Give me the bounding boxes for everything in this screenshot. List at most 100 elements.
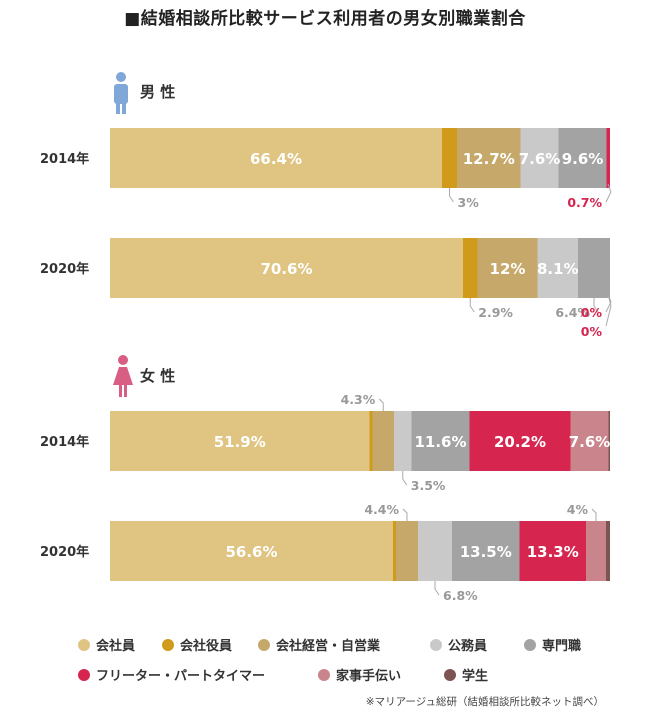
leader-line [469, 298, 475, 313]
data-label: 12% [490, 260, 526, 278]
bar-segment [372, 411, 394, 471]
footnote: ※マリアージュ総研（結婚相談所比較ネット調べ） [365, 696, 604, 708]
data-label: 8.1% [537, 260, 579, 278]
female-dress [113, 367, 133, 385]
leader-line [593, 298, 599, 313]
legend-label: 学生 [462, 668, 488, 684]
leader-line [402, 508, 408, 521]
legend-swatch [430, 639, 442, 651]
male-leg-right [122, 102, 126, 114]
male-leg-left [116, 102, 120, 114]
row-label: 2020年 [40, 261, 89, 277]
legend-item: 会社役員 [162, 638, 232, 654]
leader-line [605, 183, 612, 203]
bar-segment [608, 411, 610, 471]
male-head [116, 72, 126, 82]
row-label: 2020年 [40, 544, 89, 560]
data-label: 13.5% [460, 543, 512, 561]
bar-segment [110, 411, 370, 471]
data-label: 0% [581, 305, 603, 320]
legend-label: フリーター・パートタイマー [96, 669, 265, 684]
legend-label: 家事手伝い [336, 668, 401, 684]
data-label: 4.3% [341, 392, 376, 407]
legend-item: フリーター・パートタイマー [78, 669, 265, 684]
legend-item: 専門職 [524, 638, 581, 654]
bar-segment [396, 521, 418, 581]
female-head [118, 355, 128, 365]
bar-segment [586, 521, 606, 581]
bar-row: 2014年 51.9% 11.6% 20.2% 7.6% 4.3% 3.5% [40, 392, 610, 493]
bar-row: 2020年 56.6% 13.5% 13.3% 4.4% 6.8% 4% [40, 502, 610, 603]
data-label: 66.4% [250, 150, 302, 168]
bar-segment [110, 128, 442, 188]
bar-segment [110, 238, 463, 298]
data-label: 6.4% [555, 305, 590, 320]
row-label: 2014年 [40, 151, 89, 167]
bar-segment [411, 411, 470, 471]
legend-swatch [318, 669, 330, 681]
bar-segment [369, 411, 373, 471]
legend-swatch [78, 669, 90, 681]
data-label: 3.5% [411, 478, 446, 493]
leader-line [605, 293, 612, 327]
legend-swatch [524, 639, 536, 651]
female-leg-right [124, 385, 127, 397]
leader-line [402, 471, 408, 486]
leader-line [434, 581, 440, 596]
bar-segment [457, 128, 521, 188]
data-label: 51.9% [214, 433, 266, 451]
data-label: 4.4% [364, 502, 399, 517]
legend-label: 専門職 [542, 638, 581, 654]
legend-swatch [444, 669, 456, 681]
leader-line [591, 508, 597, 521]
bar-segment [394, 411, 412, 471]
chart-title: ■結婚相談所比較サービス利用者の男女別職業割合 [124, 9, 526, 29]
data-label: 70.6% [260, 260, 312, 278]
bar-segment [463, 238, 478, 298]
data-label: 9.6% [562, 150, 604, 168]
data-label: 7.6% [569, 433, 611, 451]
bar-segment [469, 411, 571, 471]
bar-segment [110, 521, 393, 581]
bar-segment [570, 411, 609, 471]
leader-line [449, 188, 454, 203]
bar-segment [519, 521, 586, 581]
male-body [114, 84, 128, 104]
data-label: 7.6% [519, 150, 561, 168]
group-label: 男 性 [140, 83, 175, 101]
legend-swatch [258, 639, 270, 651]
bar-segment [520, 128, 559, 188]
legend-label: 会社役員 [180, 638, 232, 654]
bar-segment [418, 521, 452, 581]
data-label: 3% [458, 195, 480, 210]
row-label: 2014年 [40, 434, 89, 450]
legend-swatch [78, 639, 90, 651]
legend-item: 学生 [444, 668, 488, 684]
bar-segment [606, 128, 610, 188]
data-label: 0% [581, 324, 603, 339]
legend-label: 会社経営・自営業 [276, 638, 381, 654]
bar-segment [558, 128, 607, 188]
data-label: 2.9% [478, 305, 513, 320]
bar-segment [606, 521, 610, 581]
group-label: 女 性 [140, 367, 175, 385]
leader-line [378, 398, 384, 411]
bar-segment [393, 521, 396, 581]
female-leg-left [119, 385, 122, 397]
data-label: 56.6% [225, 543, 277, 561]
data-label: 11.6% [414, 433, 466, 451]
legend-item: 家事手伝い [318, 668, 401, 684]
bar-segment [578, 238, 610, 298]
data-label: 12.7% [463, 150, 515, 168]
data-label: 20.2% [494, 433, 546, 451]
data-label: 0.7% [567, 195, 602, 210]
male-person-icon [114, 72, 128, 114]
data-label: 6.8% [443, 588, 478, 603]
female-person-icon [113, 355, 133, 397]
bar-segment [537, 238, 578, 298]
bar-row: 2014年 66.4% 12.7% 7.6% 9.6% 3% 0.7% [40, 128, 612, 210]
bar-segment [442, 128, 457, 188]
legend-label: 会社員 [96, 638, 135, 654]
legend-label: 公務員 [448, 638, 487, 654]
